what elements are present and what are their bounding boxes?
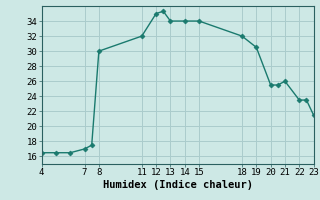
X-axis label: Humidex (Indice chaleur): Humidex (Indice chaleur) [103, 180, 252, 190]
